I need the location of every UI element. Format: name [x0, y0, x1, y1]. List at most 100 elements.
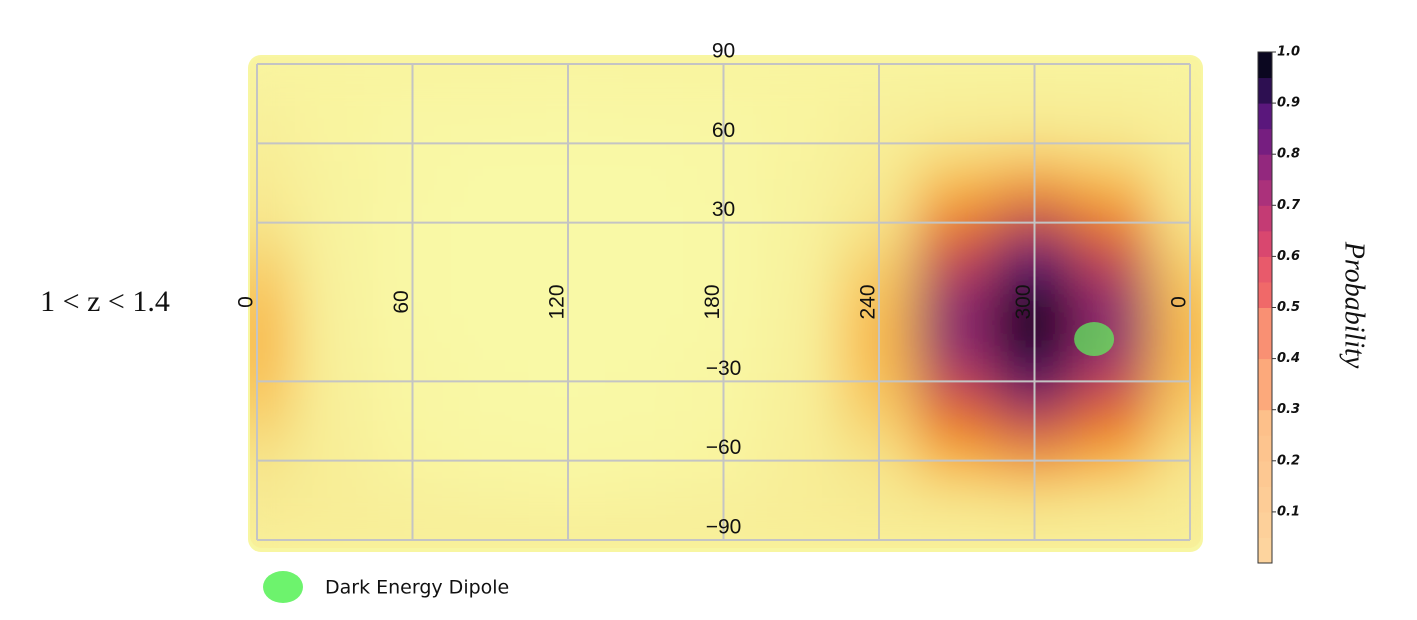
colorbar-band — [1258, 230, 1272, 257]
colorbar-band — [1258, 256, 1272, 283]
legend: Dark Energy Dipole — [263, 571, 509, 603]
x-tick-label: 180 — [701, 284, 724, 319]
heat-cell — [605, 320, 686, 363]
heat-cell — [916, 241, 997, 284]
heat-cell — [294, 519, 375, 548]
y-tick-label: −30 — [706, 357, 742, 380]
colorbar-tick-label: 0.6 — [1277, 249, 1300, 264]
heat-cell — [761, 281, 842, 323]
heat-cell — [294, 479, 375, 522]
colorbar-tick-label: 0.7 — [1277, 198, 1301, 213]
heat-cell — [1150, 479, 1201, 522]
colorbar-tick-label: 0.9 — [1277, 96, 1300, 111]
y-tick-label: 90 — [712, 40, 735, 63]
heat-cell — [1072, 400, 1153, 442]
x-tick-label: 240 — [857, 284, 880, 319]
heat-cell — [294, 281, 375, 323]
legend-label: Dark Energy Dipole — [325, 577, 509, 599]
colorbar-band — [1258, 384, 1272, 411]
heat-cell — [1072, 479, 1153, 522]
heat-cell — [916, 519, 997, 548]
heat-cell — [294, 320, 375, 363]
colorbar-tick-label: 0.5 — [1277, 300, 1300, 315]
heat-cell — [450, 320, 531, 363]
heat-cell — [605, 479, 686, 522]
y-tick-label: 60 — [712, 119, 735, 142]
heat-cell — [450, 241, 531, 284]
colorbar-band — [1258, 103, 1272, 130]
heat-cell — [916, 479, 997, 522]
heat-cell — [916, 57, 997, 85]
heat-cell — [605, 57, 686, 85]
x-tick-label: 0 — [1168, 296, 1191, 308]
colorbar-band — [1258, 409, 1272, 436]
heat-cell — [1150, 281, 1201, 323]
heat-cell — [761, 241, 842, 284]
legend-swatch — [263, 571, 303, 603]
heat-cell — [761, 320, 842, 363]
colorbar-band — [1258, 154, 1272, 181]
colorbar-band — [1258, 77, 1272, 104]
colorbar: 0.1 0.2 0.3 0.4 0.5 0.6 0.7 0.8 0.9 1.0 — [1257, 45, 1301, 564]
colorbar-band — [1258, 205, 1272, 232]
x-tick-label: 0 — [235, 296, 258, 308]
heat-cell — [761, 57, 842, 85]
labels: 0 60 120 180 240 300 0 90 60 30 −30 −60 −90 — [235, 40, 1191, 539]
heat-cell — [294, 162, 375, 204]
heat-cell — [450, 57, 531, 85]
dipole-marker — [1074, 322, 1115, 357]
heat-cell — [1150, 162, 1201, 204]
colorbar-tick-label: 1.0 — [1277, 45, 1300, 60]
heat-cell — [761, 82, 842, 125]
heat-cell — [294, 400, 375, 442]
heat-cell — [450, 519, 531, 548]
y-tick-label: −90 — [706, 516, 742, 539]
heat-cell — [761, 519, 842, 548]
heat-cell — [1150, 241, 1201, 284]
row-label: 1 < z < 1.4 — [40, 285, 170, 318]
heat-cell — [761, 479, 842, 522]
heat-cell — [916, 320, 997, 363]
colorbar-band — [1258, 52, 1272, 79]
y-tick-label: −60 — [706, 436, 742, 459]
heat-cell — [1072, 162, 1153, 204]
heat-cell — [1150, 57, 1201, 85]
heat-cell — [916, 82, 997, 125]
heat-cell — [1150, 320, 1201, 363]
heat-cell — [1150, 400, 1201, 442]
colorbar-band — [1258, 486, 1272, 513]
heat-cell — [605, 162, 686, 204]
y-tick-label: 30 — [712, 198, 735, 221]
heat-cell — [1150, 519, 1201, 548]
heat-cell — [761, 400, 842, 442]
colorbar-band — [1258, 435, 1272, 462]
colorbar-label: Probability — [1339, 241, 1370, 369]
heat-cell — [1072, 519, 1153, 548]
heat-cell — [450, 281, 531, 323]
heat-cell — [605, 241, 686, 284]
heat-cell — [294, 82, 375, 125]
heat-cell — [1150, 82, 1201, 125]
grid — [256, 63, 1191, 541]
colorbar-band — [1258, 128, 1272, 155]
heat-cell — [294, 241, 375, 284]
colorbar-tick-label: 0.8 — [1277, 147, 1300, 162]
heat-cell — [916, 162, 997, 204]
heat-cell — [450, 479, 531, 522]
heat-cell — [605, 82, 686, 125]
heat-cell — [1072, 82, 1153, 125]
colorbar-tick-label: 0.2 — [1277, 453, 1300, 468]
colorbar-band — [1258, 281, 1272, 308]
heat-cell — [294, 57, 375, 85]
heat-cell — [1072, 57, 1153, 85]
colorbar-tick-label: 0.4 — [1277, 351, 1300, 366]
x-tick-label: 120 — [546, 284, 569, 319]
colorbar-band — [1258, 307, 1272, 334]
colorbar-band — [1258, 179, 1272, 206]
colorbar-band — [1258, 537, 1272, 564]
colorbar-tick-label: 0.3 — [1277, 402, 1300, 417]
colorbar-tick-label: 0.1 — [1277, 504, 1300, 519]
heat-cell — [916, 400, 997, 442]
heat-cell — [1072, 281, 1153, 323]
